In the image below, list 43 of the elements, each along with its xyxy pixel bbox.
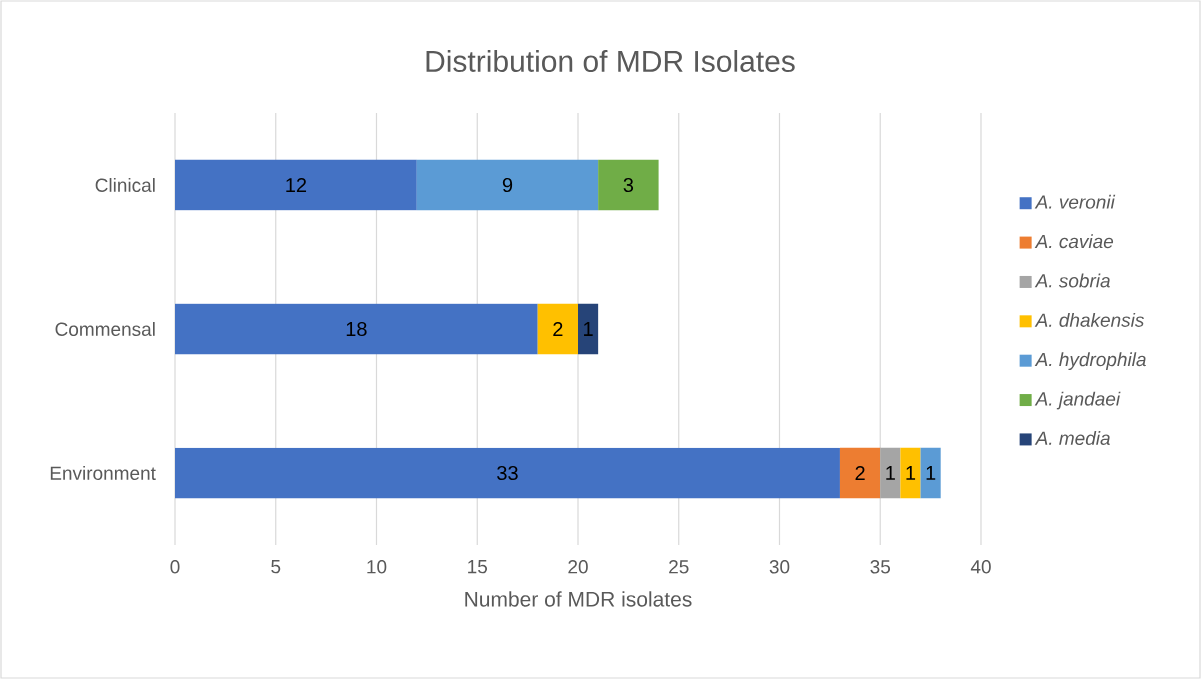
bar xyxy=(880,447,901,499)
bar xyxy=(175,303,538,355)
data-label: 1 xyxy=(886,466,895,480)
y-tick-label: Commensal xyxy=(55,322,155,336)
bar xyxy=(175,159,417,211)
legend-label: A. jandaei xyxy=(1034,391,1121,410)
bar xyxy=(920,447,941,499)
data-label: 33 xyxy=(497,465,518,481)
x-tick-label: 25 xyxy=(669,560,689,574)
legend-label: A. caviae xyxy=(1034,234,1114,249)
x-tick-label: 20 xyxy=(568,560,588,574)
data-label: 2 xyxy=(553,322,563,336)
chart-title: Distribution of MDR Isolates xyxy=(426,49,795,72)
bar xyxy=(175,447,840,499)
data-label: 18 xyxy=(346,321,367,337)
x-tick-label: 5 xyxy=(271,560,281,574)
y-tick-label: Clinical xyxy=(95,178,155,192)
data-label: 12 xyxy=(286,178,307,192)
data-label: 1 xyxy=(906,466,916,480)
x-axis-title: Number of MDR isolates xyxy=(465,591,692,607)
y-tick-label: Environment xyxy=(50,466,156,480)
x-tick-label: 30 xyxy=(769,560,790,574)
x-tick-label: 15 xyxy=(468,560,488,574)
x-tick-label: 35 xyxy=(870,560,891,574)
bar xyxy=(537,303,578,355)
data-label: 1 xyxy=(926,466,936,480)
bar xyxy=(416,159,599,211)
data-label: 2 xyxy=(855,466,865,480)
bar xyxy=(598,159,659,211)
data-label: 9 xyxy=(502,177,513,193)
bar xyxy=(578,303,599,355)
x-tick-label: 0 xyxy=(170,560,180,574)
data-label: 3 xyxy=(623,177,634,193)
bar xyxy=(900,447,921,499)
legend-label: A. hydrophila xyxy=(1034,352,1146,371)
data-label: 1 xyxy=(584,322,593,336)
legend-label: A. dhakensis xyxy=(1034,312,1145,327)
legend-label: A. veronii xyxy=(1034,194,1116,209)
legend-label: A. sobria xyxy=(1034,273,1110,288)
bar xyxy=(839,447,881,499)
x-tick-label: 10 xyxy=(367,560,387,574)
legend-label: A. media xyxy=(1034,431,1110,445)
x-tick-label: 40 xyxy=(970,560,991,574)
